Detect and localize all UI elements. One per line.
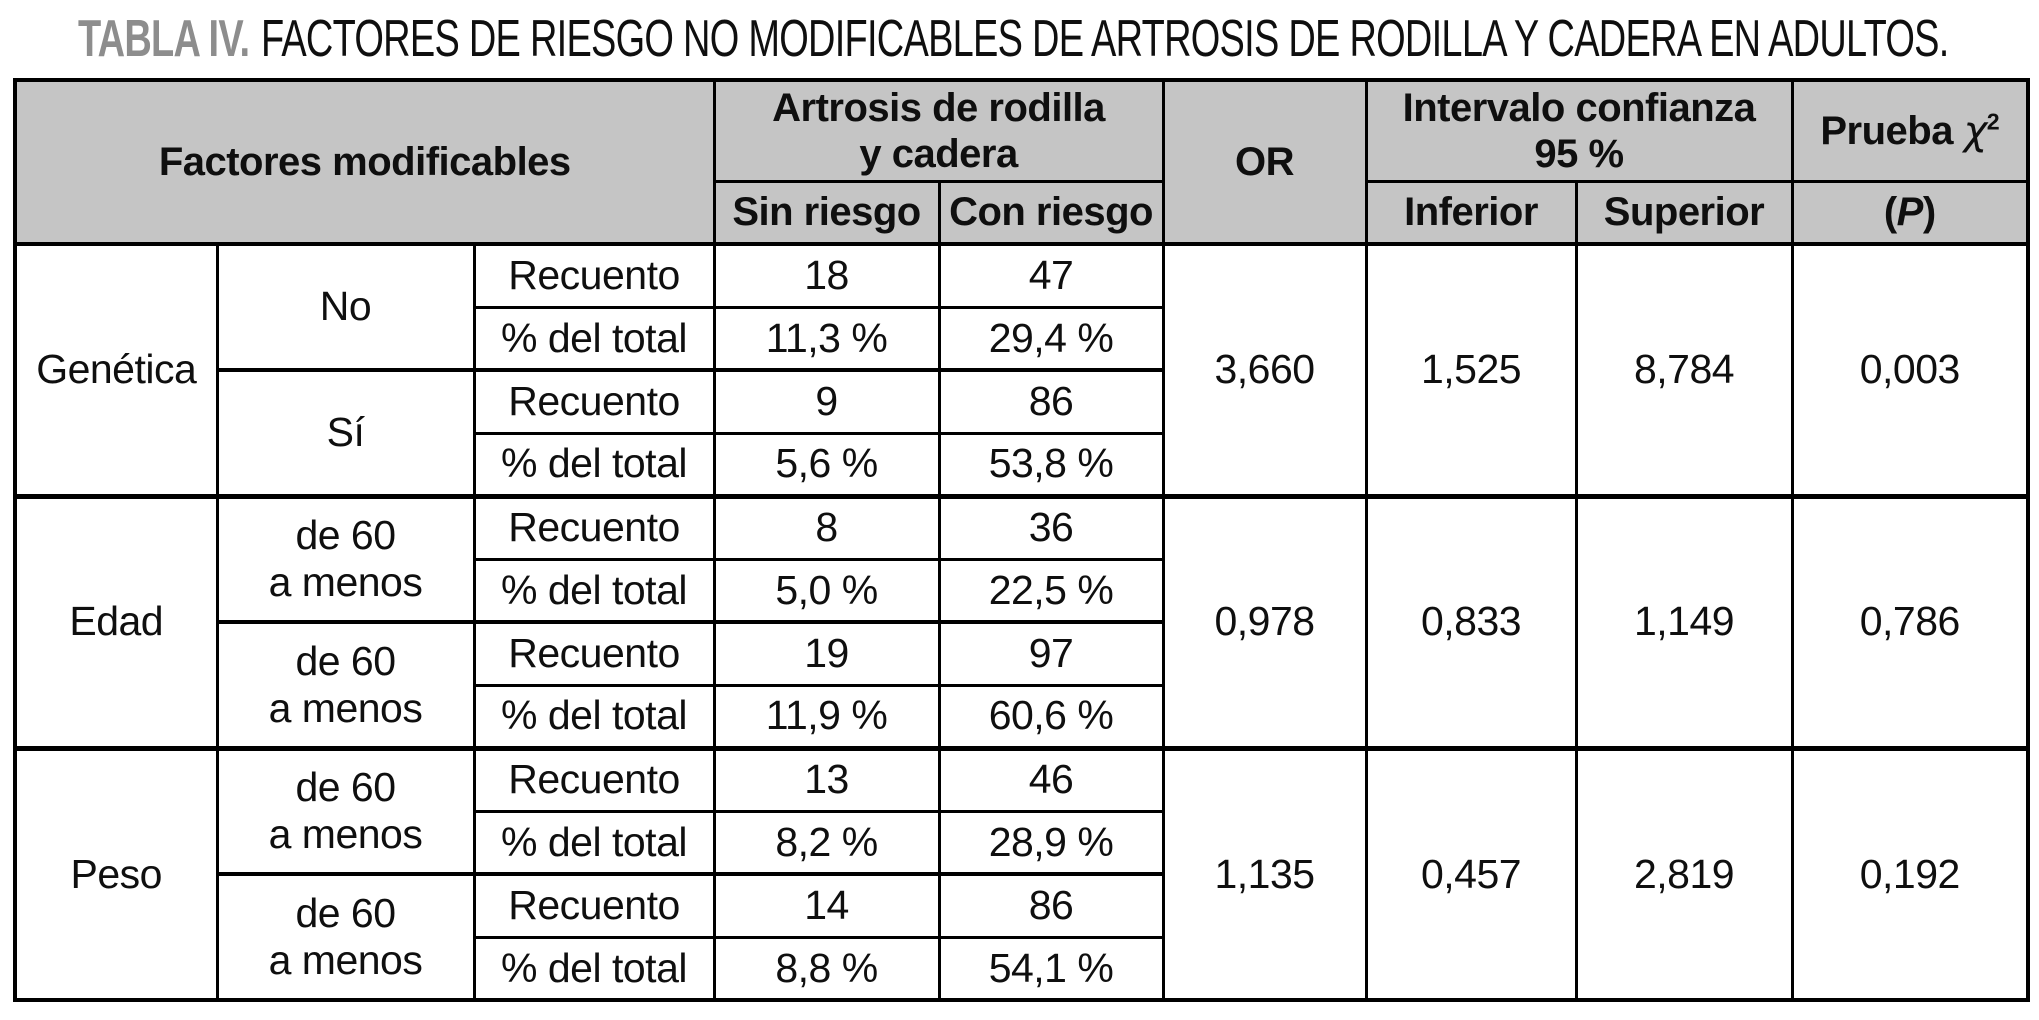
ci-inferior-peso: 0,457 bbox=[1364, 745, 1578, 1002]
category-cell-genetica-no: No bbox=[215, 242, 476, 372]
chi-symbol: χ bbox=[1963, 107, 1988, 154]
value-con-riesgo: 53,8 % bbox=[937, 431, 1165, 498]
value-sin-riesgo: 19 bbox=[712, 620, 941, 687]
header-inferior: Inferior bbox=[1364, 179, 1578, 246]
factor-cell-peso: Peso bbox=[13, 745, 219, 1002]
value-con-riesgo: 97 bbox=[937, 620, 1165, 687]
table-row: % del total 8,2 % 28,9 % bbox=[15, 809, 2028, 876]
table-row: Sí Recuento 9 86 bbox=[15, 368, 2028, 498]
header-con-riesgo: Con riesgo bbox=[937, 179, 1165, 246]
or-value-genetica: 3,660 bbox=[1161, 242, 1368, 498]
table-row: Peso de 60 a menos Recuento 13 46 1,135 … bbox=[13, 745, 2030, 1002]
p-value-edad: 0,786 bbox=[1790, 493, 2030, 750]
value-sin-riesgo: 11,3 % bbox=[712, 305, 941, 372]
or-value-edad: 0,978 bbox=[1161, 493, 1368, 750]
metric-label: % del total bbox=[472, 683, 716, 750]
ci-inferior-edad: 0,833 bbox=[1364, 493, 1578, 750]
p-value-peso: 0,192 bbox=[1790, 745, 2030, 1002]
paren-close: ) bbox=[1922, 190, 1936, 235]
category-cell-peso-1: de 60 a menos bbox=[215, 745, 476, 876]
table-row: de 60 a menos Recuento 14 86 bbox=[15, 872, 2028, 1002]
value-con-riesgo: 29,4 % bbox=[937, 305, 1165, 372]
value-sin-riesgo: 5,6 % bbox=[712, 431, 941, 498]
table-row: de 60 a menos Recuento 19 97 bbox=[15, 620, 2028, 750]
value-con-riesgo: 36 bbox=[937, 493, 1165, 561]
p-value-genetica: 0,003 bbox=[1790, 242, 2030, 498]
metric-label: Recuento bbox=[472, 368, 716, 435]
header-prueba-chi2: Prueba χ2 bbox=[1790, 78, 2030, 183]
metric-label: % del total bbox=[472, 935, 716, 1002]
header-row-1: Factores modificables Artrosis de rodill… bbox=[13, 78, 2030, 246]
value-sin-riesgo: 8 bbox=[712, 493, 941, 561]
value-con-riesgo: 86 bbox=[937, 872, 1165, 939]
ci-superior-peso: 2,819 bbox=[1574, 745, 1794, 1002]
value-sin-riesgo: 9 bbox=[712, 368, 941, 435]
category-cell-genetica-si: Sí bbox=[215, 368, 476, 498]
ci-superior-genetica: 8,784 bbox=[1574, 242, 1794, 498]
ci-superior-edad: 1,149 bbox=[1574, 493, 1794, 750]
metric-label: Recuento bbox=[472, 872, 716, 939]
value-sin-riesgo: 13 bbox=[712, 745, 941, 813]
ci-inferior-genetica: 1,525 bbox=[1364, 242, 1578, 498]
metric-label: % del total bbox=[472, 431, 716, 498]
value-sin-riesgo: 18 bbox=[712, 242, 941, 309]
table-row: Edad de 60 a menos Recuento 8 36 0,978 0… bbox=[13, 493, 2030, 750]
value-con-riesgo: 60,6 % bbox=[937, 683, 1165, 750]
metric-label: Recuento bbox=[472, 745, 716, 813]
header-superior: Superior bbox=[1574, 179, 1794, 246]
table-row: % del total 8,8 % 54,1 % bbox=[15, 935, 2028, 1002]
risk-factors-table: Factores modificables Artrosis de rodill… bbox=[13, 78, 2031, 1002]
value-con-riesgo: 54,1 % bbox=[937, 935, 1165, 1002]
metric-label: % del total bbox=[472, 305, 716, 372]
value-con-riesgo: 86 bbox=[937, 368, 1165, 435]
factor-cell-edad: Edad bbox=[13, 493, 219, 750]
table-row: % del total 5,6 % 53,8 % bbox=[15, 431, 2028, 498]
header-or: OR bbox=[1161, 78, 1368, 246]
header-factores-modificables: Factores modificables bbox=[13, 78, 716, 246]
metric-label: Recuento bbox=[472, 493, 716, 561]
metric-label: Recuento bbox=[472, 620, 716, 687]
header-sin-riesgo: Sin riesgo bbox=[712, 179, 941, 246]
chi-exponent: 2 bbox=[1986, 108, 2000, 135]
table-row: % del total 11,3 % 29,4 % bbox=[15, 305, 2028, 372]
metric-label: Recuento bbox=[472, 242, 716, 309]
header-artrosis-rodilla-cadera: Artrosis de rodilla y cadera bbox=[712, 78, 1165, 183]
table-row: Genética No Recuento 18 47 3,660 1,525 8… bbox=[13, 242, 2030, 498]
paren-open: ( bbox=[1883, 190, 1897, 235]
metric-label: % del total bbox=[472, 809, 716, 876]
p-letter: P bbox=[1896, 190, 1924, 235]
header-prueba-label: Prueba bbox=[1820, 108, 1953, 153]
factor-cell-genetica: Genética bbox=[13, 242, 219, 498]
category-cell-peso-2: de 60 a menos bbox=[215, 872, 476, 1002]
header-p-value: (P) bbox=[1790, 179, 2030, 246]
header-intervalo-confianza: Intervalo confianza 95 % bbox=[1364, 78, 1794, 183]
value-con-riesgo: 28,9 % bbox=[937, 809, 1165, 876]
value-con-riesgo: 46 bbox=[937, 745, 1165, 813]
value-con-riesgo: 22,5 % bbox=[937, 557, 1165, 624]
value-sin-riesgo: 14 bbox=[712, 872, 941, 939]
table-caption: TABLA IV. FACTORES DE RIESGO NO MODIFICAB… bbox=[78, 6, 1949, 72]
metric-label: % del total bbox=[472, 557, 716, 624]
table-caption-text: FACTORES DE RIESGO NO MODIFICABLES DE AR… bbox=[260, 10, 1949, 68]
or-value-peso: 1,135 bbox=[1161, 745, 1368, 1002]
table-caption-number: TABLA IV. bbox=[78, 10, 250, 68]
category-cell-edad-2: de 60 a menos bbox=[215, 620, 476, 750]
value-sin-riesgo: 5,0 % bbox=[712, 557, 941, 624]
table-row: % del total 5,0 % 22,5 % bbox=[15, 557, 2028, 624]
table-row: % del total 11,9 % 60,6 % bbox=[15, 683, 2028, 750]
value-sin-riesgo: 8,8 % bbox=[712, 935, 941, 1002]
category-cell-edad-1: de 60 a menos bbox=[215, 493, 476, 624]
header-row-2: Sin riesgo Con riesgo Inferior Superior … bbox=[15, 179, 2030, 246]
value-sin-riesgo: 8,2 % bbox=[712, 809, 941, 876]
value-sin-riesgo: 11,9 % bbox=[712, 683, 941, 750]
value-con-riesgo: 47 bbox=[937, 242, 1165, 309]
